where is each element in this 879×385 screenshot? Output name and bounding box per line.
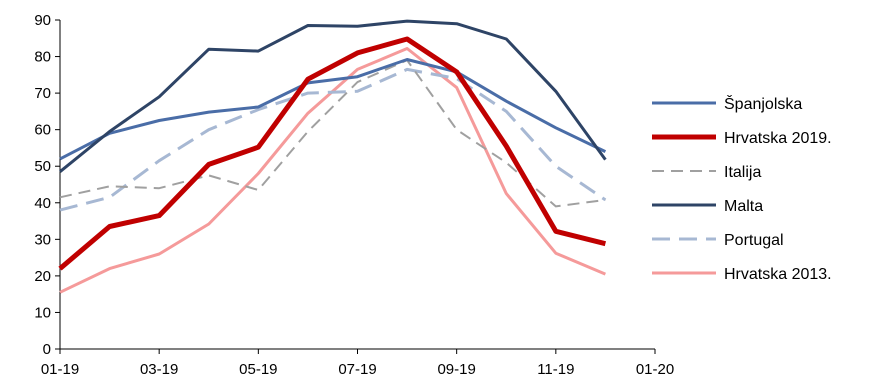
legend-label: Španjolska [724, 94, 802, 113]
legend-label: Hrvatska 2013. [724, 266, 832, 283]
y-tick-label: 70 [34, 85, 51, 102]
y-tick-label: 60 [34, 122, 51, 139]
series-line-4 [59, 67, 607, 212]
y-tick-label: 90 [34, 12, 51, 29]
x-tick-label: 07-19 [338, 361, 376, 378]
legend-label: Italija [724, 164, 761, 181]
series-layer [58, 19, 607, 294]
series-line-5 [59, 47, 606, 294]
series-line-1 [58, 36, 607, 271]
y-tick-label: 20 [34, 268, 51, 285]
x-tick-label: 01-19 [41, 361, 79, 378]
y-tick-label: 40 [34, 195, 51, 212]
y-tick-label: 10 [34, 304, 51, 321]
x-tick-label: 01-20 [636, 361, 674, 378]
legend: Španjolska Hrvatska 2019. Italija Malta Port… [652, 94, 832, 283]
series-line-0 [59, 58, 607, 161]
series-line-3 [59, 19, 607, 173]
legend-label: Malta [724, 198, 763, 215]
x-tick-label: 09-19 [437, 361, 475, 378]
y-tick-label: 0 [43, 341, 51, 358]
x-tick-label: 05-19 [239, 361, 277, 378]
legend-label: Portugal [724, 232, 784, 249]
axes: 0 10 20 30 40 50 60 70 80 90 01-19 03-19 05-19 07-19 0… [34, 12, 674, 378]
y-tick-label: 80 [34, 49, 51, 66]
x-tick-label: 03-19 [140, 361, 178, 378]
series-line-2 [59, 59, 606, 208]
y-tick-label: 50 [34, 158, 51, 175]
legend-label: Hrvatska 2019. [724, 130, 832, 147]
y-tick-label: 30 [34, 231, 51, 248]
x-tick-label: 11-19 [537, 361, 574, 378]
